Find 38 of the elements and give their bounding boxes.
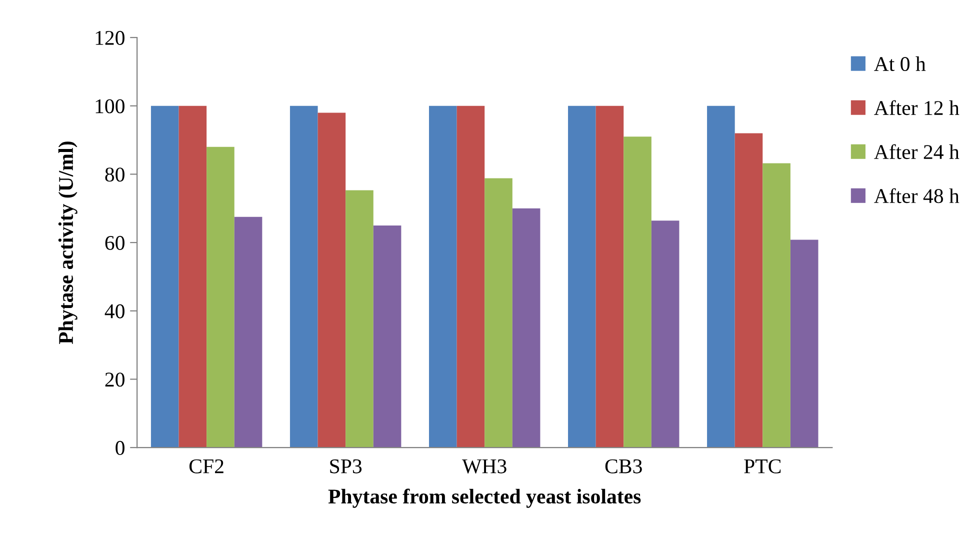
bar [762,163,790,448]
bar [568,106,596,448]
x-axis-title: Phytase from selected yeast isolates [328,488,641,508]
y-tick-label: 60 [105,236,124,250]
bar [429,106,457,448]
bar [707,106,735,448]
y-axis-title: Phytase activity (U/ml) [58,142,78,344]
bar [734,133,763,448]
legend-label: At 0 h [874,56,926,72]
bar [484,178,512,448]
bar [596,106,624,448]
y-tick-label: 0 [116,440,124,455]
x-tick-label: SP3 [330,459,362,474]
bar [624,136,652,448]
legend-label: After 48 h [874,188,960,204]
bar [373,225,402,448]
bar [512,208,540,448]
y-tick-label: 20 [105,372,124,387]
bar [206,146,234,448]
y-tick-label: 100 [96,99,124,114]
bar [150,106,179,448]
x-tick-label: CB3 [605,459,642,474]
bar [318,112,346,448]
x-tick-label: WH3 [462,459,506,474]
bar [346,190,374,448]
bar [290,106,318,448]
x-tick-label: CF2 [189,459,224,474]
y-tick-label: 120 [96,30,124,45]
legend-label: After 24 h [874,144,960,160]
x-tick-label: PTC [744,459,781,474]
bar [234,216,262,448]
bar [178,106,207,448]
bar [790,240,818,448]
legend-label: After 12 h [874,100,960,116]
y-tick-label: 40 [104,304,124,318]
bar [651,220,680,448]
bar [456,106,485,448]
y-tick-label: 80 [105,168,124,182]
